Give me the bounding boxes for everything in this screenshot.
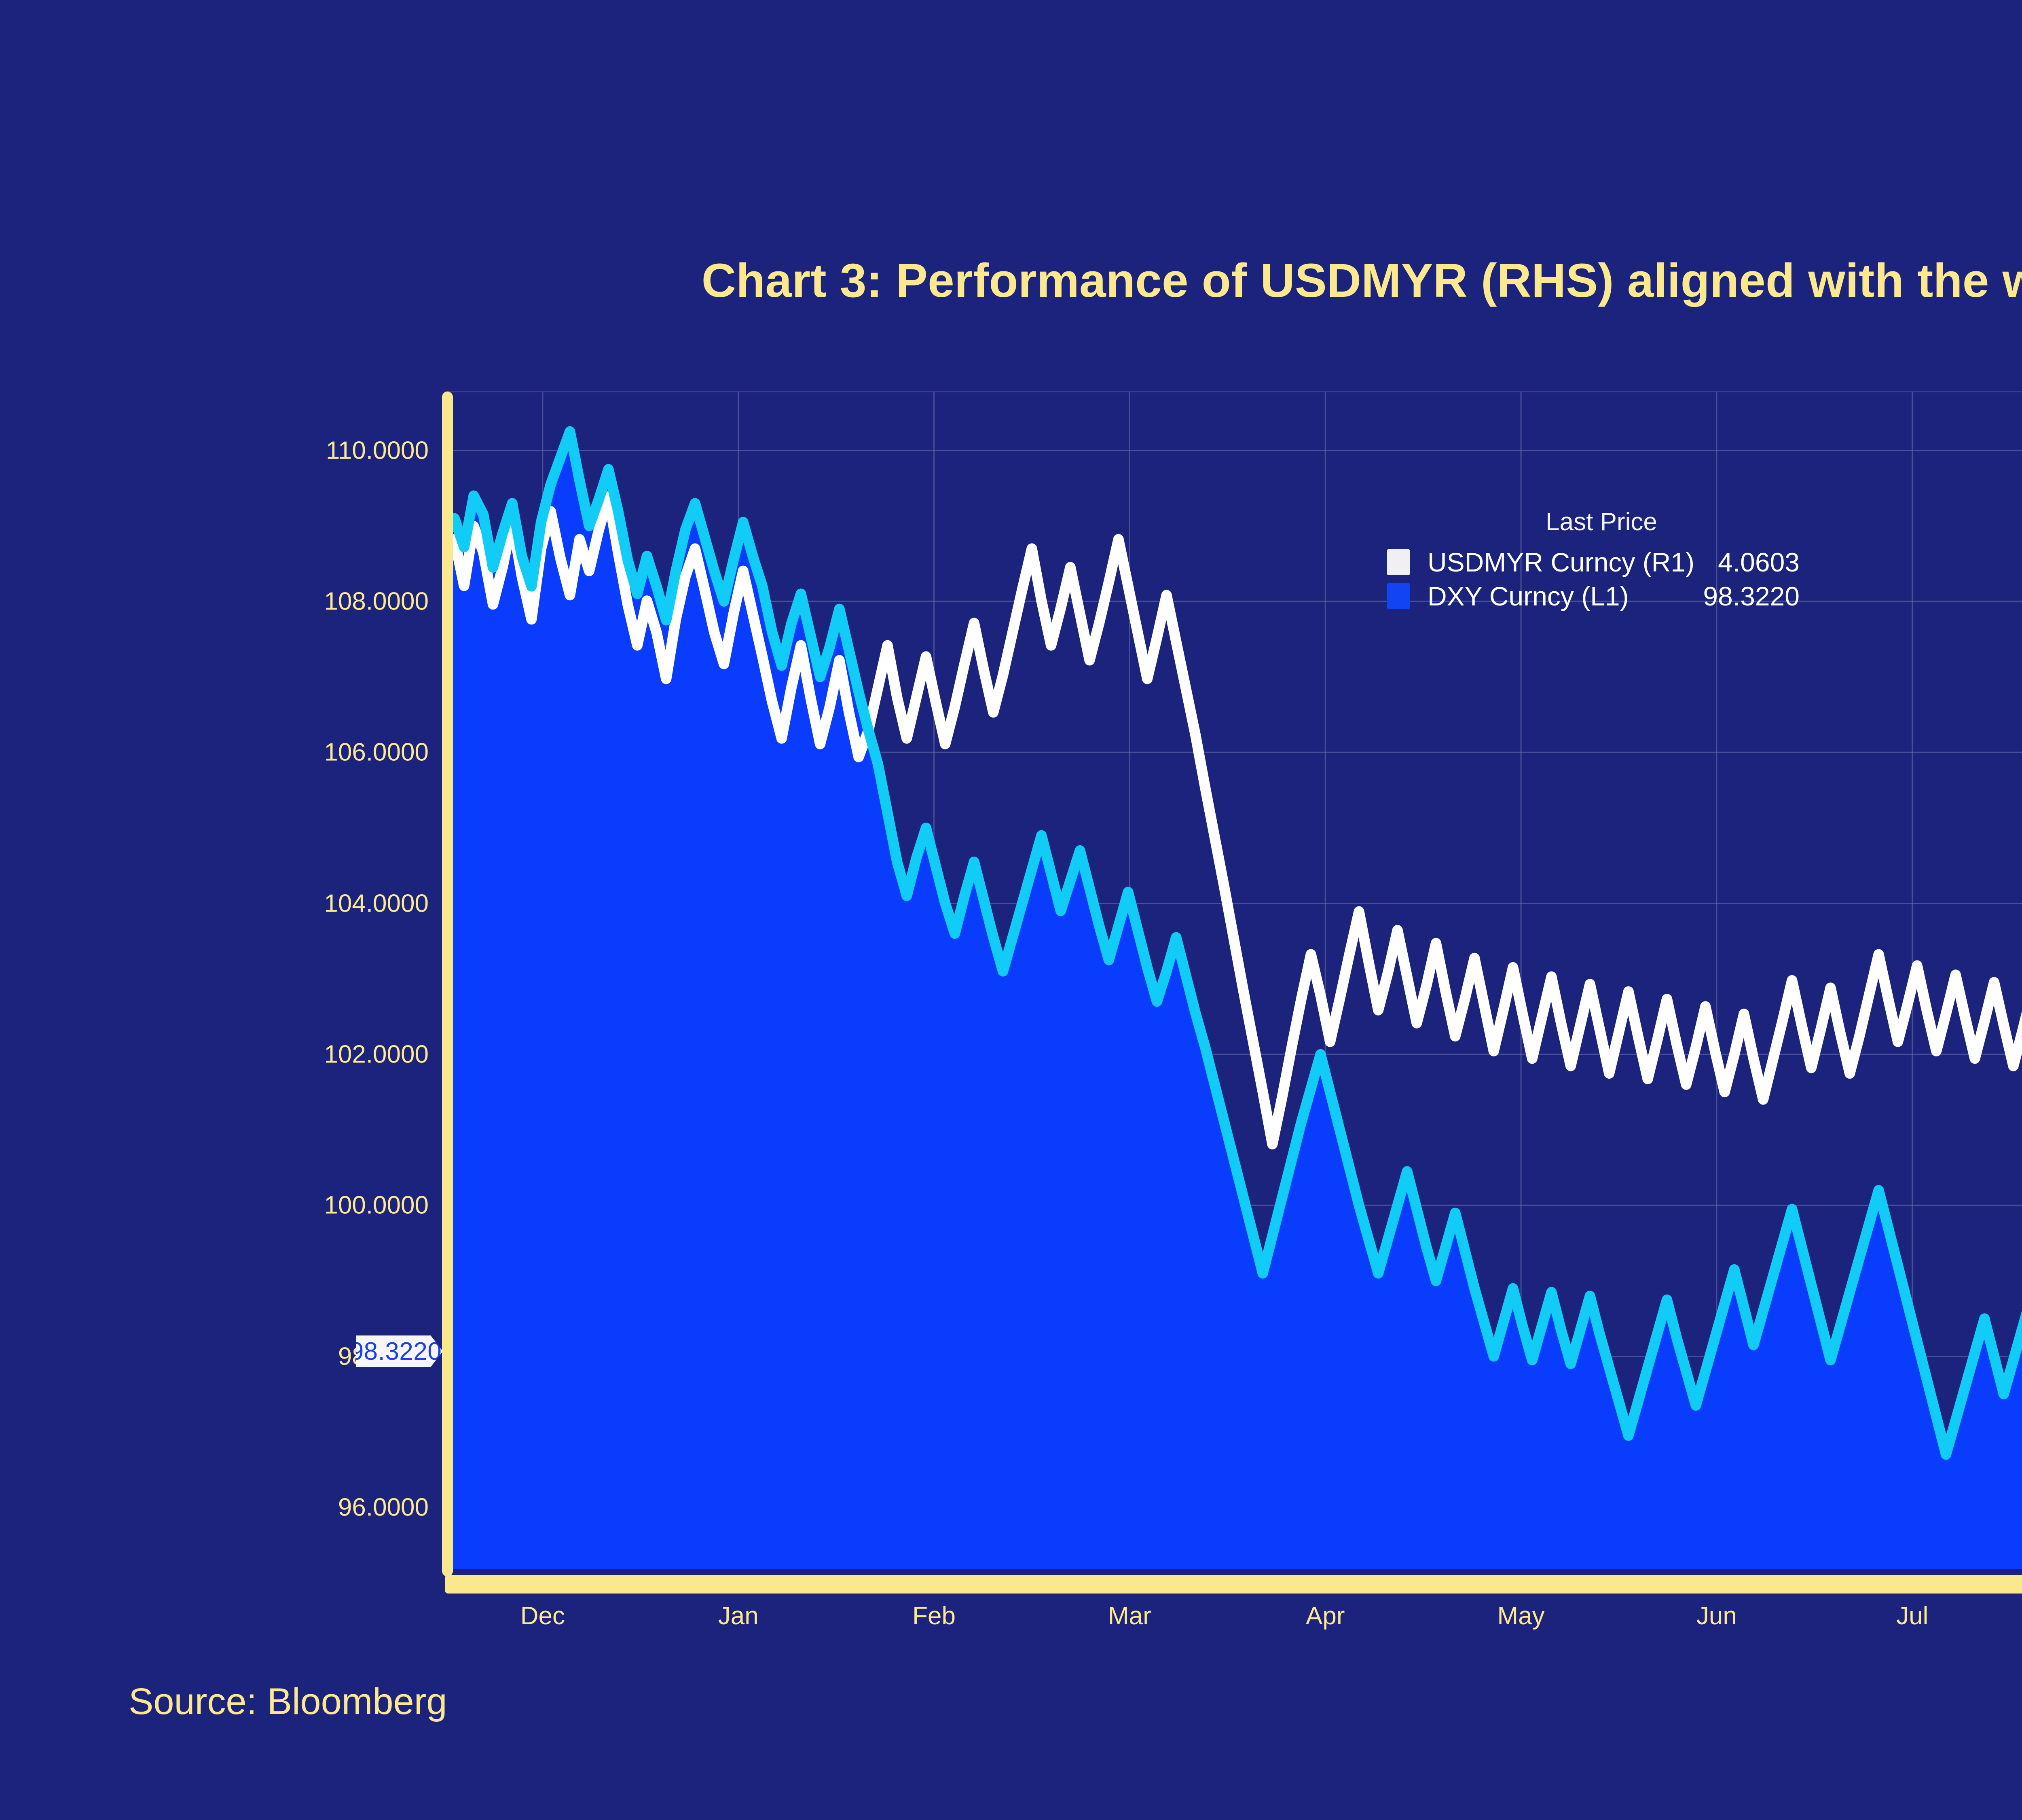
source-note: Source: Bloomberg [129,1681,447,1722]
legend-swatch-dxy [1387,583,1410,609]
y-axis-left-bar [442,392,453,1577]
legend-value-usdmyr: 4.0603 [1718,547,1800,577]
legend-label-dxy: DXY Curncy (L1) [1428,581,1629,611]
y-tick-left: 102.0000 [324,1040,429,1069]
x-tick: Apr [1306,1602,1345,1630]
y-axis-left-labels: 110.0000 108.0000 106.0000 104.0000 102.0000… [226,392,429,1569]
x-tick: Feb [912,1602,956,1630]
y-tick-left: 106.0000 [324,738,429,766]
legend-swatch-usdmyr [1387,549,1410,575]
x-tick: Jul [1896,1602,1929,1630]
x-axis-labels: DecJanFebMarAprMayJunJulAugSepOctNov [445,1602,2022,1650]
legend-row: DXY Curncy (L1) 98.3220 [1387,579,1816,613]
legend-row: USDMYR Curncy (R1) 4.0603 [1387,545,1816,579]
legend: Last Price USDMYR Curncy (R1) 4.0603 DXY… [1387,508,1816,613]
y-tick-left: 100.0000 [324,1191,429,1219]
x-tick: Jun [1696,1602,1737,1630]
y-tick-left: 108.0000 [324,587,429,616]
y-tick-left: 96.0000 [338,1493,429,1522]
legend-label-usdmyr: USDMYR Curncy (R1) [1428,547,1695,577]
x-tick: Dec [520,1602,565,1630]
legend-value-dxy: 98.3220 [1703,581,1800,611]
x-axis-bar [445,1575,2022,1594]
x-tick: Mar [1108,1602,1151,1630]
page-title: Chart 3: Performance of USDMYR (RHS) ali… [701,254,2022,307]
series-canvas [445,392,2022,1569]
legend-header: Last Price [1546,508,1657,536]
y-tick-left: 110.0000 [326,436,429,465]
x-tick: Jan [718,1602,759,1630]
x-tick: May [1497,1602,1545,1630]
plot-area [445,392,2022,1569]
y-tick-left: 104.0000 [324,889,429,918]
last-value-flag-dxy: 98.3220 [356,1335,443,1367]
